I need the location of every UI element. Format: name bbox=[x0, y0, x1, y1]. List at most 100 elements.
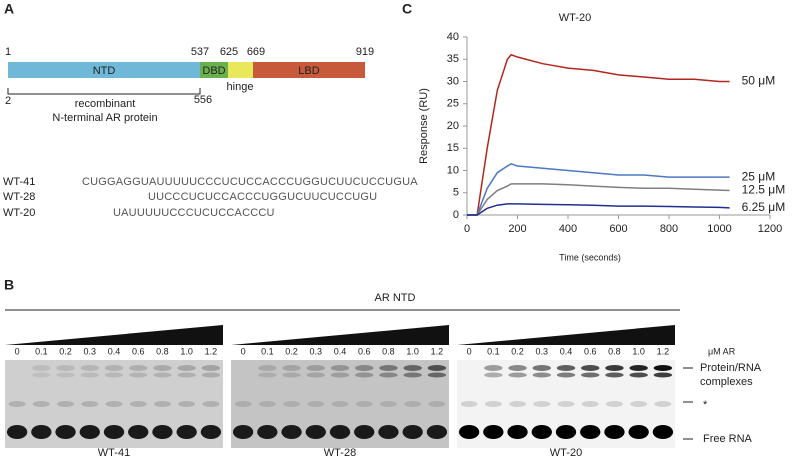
panel-label: C bbox=[402, 1, 412, 17]
free-rna-band bbox=[31, 425, 52, 439]
domain-label: hinge bbox=[227, 81, 254, 93]
complex-band bbox=[427, 365, 447, 371]
free-rna-band bbox=[79, 425, 100, 439]
sequence: UAUUUUUCCCUCUCCACCCU bbox=[113, 207, 275, 219]
band-label: * bbox=[703, 399, 708, 411]
free-rna-band bbox=[483, 425, 504, 439]
complex-band bbox=[532, 372, 551, 378]
lane-label: 0.6 bbox=[358, 346, 371, 356]
series-label: 50 μM bbox=[742, 74, 776, 88]
construct-start: 2 bbox=[5, 95, 11, 107]
complex-band bbox=[403, 365, 422, 371]
domain-dbd bbox=[200, 62, 228, 78]
complex-band bbox=[153, 372, 172, 378]
lane-label: 1.2 bbox=[205, 346, 218, 356]
star-band bbox=[404, 401, 422, 407]
complex-band bbox=[355, 365, 374, 371]
y-tick-label: 0 bbox=[453, 209, 459, 221]
y-tick-label: 40 bbox=[447, 31, 459, 43]
gel-title: AR NTD bbox=[375, 292, 416, 304]
wedge bbox=[5, 325, 223, 345]
lane-label: 0.2 bbox=[285, 346, 298, 356]
star-band bbox=[234, 401, 252, 407]
free-rna-band bbox=[628, 425, 649, 439]
lane-label: 0.1 bbox=[261, 346, 274, 356]
lane-label: 0.6 bbox=[584, 346, 597, 356]
series-label: 6.25 μM bbox=[742, 200, 786, 214]
y-axis-label: Response (RU) bbox=[418, 88, 430, 164]
complex-band bbox=[258, 372, 277, 378]
lane-label: 0 bbox=[15, 346, 20, 356]
lane-label: 0.1 bbox=[487, 346, 500, 356]
star-band bbox=[460, 401, 478, 407]
free-rna-band bbox=[652, 425, 674, 439]
complex-band bbox=[484, 372, 503, 378]
complex-band bbox=[532, 365, 551, 371]
complex-band bbox=[581, 365, 600, 371]
x-tick-label: 200 bbox=[508, 223, 526, 235]
complex-band bbox=[653, 372, 673, 378]
domain-label: DBD bbox=[202, 65, 225, 77]
x-tick-label: 1000 bbox=[707, 223, 731, 235]
free-rna-band bbox=[257, 425, 278, 439]
star-band bbox=[428, 401, 446, 407]
star-band bbox=[129, 401, 147, 407]
complex-band bbox=[32, 365, 51, 371]
complex-band bbox=[282, 372, 301, 378]
complex-band bbox=[32, 372, 51, 378]
construct-label: recombinant bbox=[75, 98, 136, 110]
lane-label: 0.4 bbox=[334, 346, 347, 356]
free-rna-band bbox=[426, 425, 448, 439]
sequence-name: WT-28 bbox=[3, 191, 35, 203]
free-rna-band bbox=[55, 425, 76, 439]
lane-label: 0.6 bbox=[132, 346, 145, 356]
free-rna-band bbox=[507, 425, 528, 439]
complex-band bbox=[508, 365, 527, 371]
free-rna-band bbox=[354, 425, 375, 439]
x-axis-label: Time (seconds) bbox=[559, 252, 621, 262]
y-tick-label: 5 bbox=[453, 187, 459, 199]
y-tick-label: 25 bbox=[447, 98, 459, 110]
band-label: Protein/RNA bbox=[700, 362, 762, 374]
wedge bbox=[457, 325, 675, 345]
domain-ntd bbox=[8, 62, 200, 78]
complex-band bbox=[427, 372, 447, 378]
complex-band bbox=[306, 372, 325, 378]
complex-band bbox=[56, 372, 75, 378]
lane-label: 0.8 bbox=[156, 346, 169, 356]
complex-band bbox=[379, 365, 398, 371]
star-band bbox=[307, 401, 325, 407]
unit-label: μM AR bbox=[708, 346, 736, 356]
free-rna-band bbox=[458, 425, 480, 439]
complex-band bbox=[282, 365, 301, 371]
domain-lbd bbox=[253, 62, 365, 78]
domain-hinge bbox=[228, 62, 253, 78]
chart-title: WT-20 bbox=[559, 12, 591, 24]
construct-label: N-terminal AR protein bbox=[52, 112, 157, 124]
complex-band bbox=[177, 372, 196, 378]
star-band bbox=[533, 401, 551, 407]
star-band bbox=[484, 401, 502, 407]
free-rna-band bbox=[378, 425, 399, 439]
complex-band bbox=[581, 372, 600, 378]
domain-label: NTD bbox=[93, 65, 116, 77]
x-tick-label: 400 bbox=[559, 223, 577, 235]
free-rna-band bbox=[176, 425, 197, 439]
domain-label: LBD bbox=[298, 65, 319, 77]
star-band bbox=[581, 401, 599, 407]
lane-label: 1.0 bbox=[632, 346, 645, 356]
free-rna-band bbox=[555, 425, 577, 439]
x-tick-label: 1200 bbox=[758, 223, 782, 235]
complex-band bbox=[629, 365, 648, 371]
free-rna-band bbox=[281, 425, 302, 439]
panel-label: A bbox=[4, 1, 14, 17]
y-tick-label: 35 bbox=[447, 53, 459, 65]
free-rna-band bbox=[152, 425, 173, 439]
complex-band bbox=[484, 365, 503, 371]
complex-band bbox=[177, 365, 196, 371]
lane-label: 0.8 bbox=[382, 346, 395, 356]
chart: C WT-20 Time (seconds) Response (RU) 0 5 1… bbox=[402, 1, 785, 263]
star-band bbox=[605, 401, 623, 407]
gel-name: WT-20 bbox=[550, 447, 582, 459]
